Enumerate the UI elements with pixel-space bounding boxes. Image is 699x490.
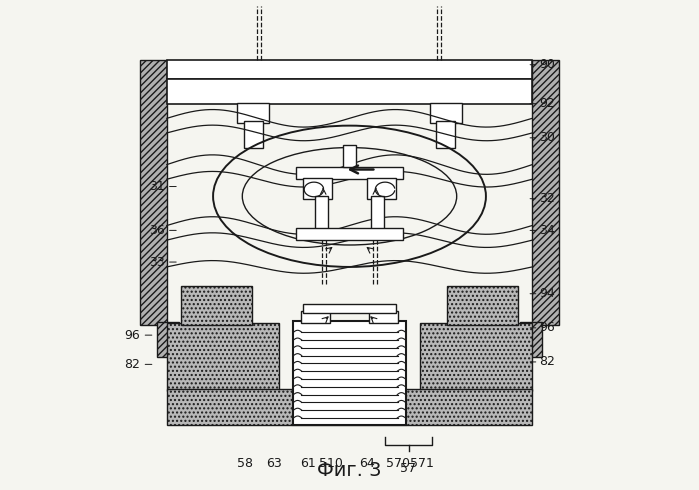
Text: 31: 31 bbox=[149, 180, 164, 193]
Bar bbox=[343, 145, 356, 167]
Bar bbox=[303, 304, 396, 313]
Bar bbox=[167, 79, 532, 104]
Text: 58: 58 bbox=[237, 457, 253, 470]
Bar bbox=[244, 121, 264, 147]
Bar bbox=[301, 311, 330, 323]
Text: 30: 30 bbox=[540, 131, 556, 145]
Bar bbox=[157, 322, 179, 357]
Bar bbox=[167, 389, 532, 425]
Text: 32: 32 bbox=[540, 192, 555, 205]
Bar bbox=[238, 103, 269, 123]
Bar bbox=[303, 178, 333, 199]
Text: Фиг. 3: Фиг. 3 bbox=[317, 461, 382, 480]
Text: 34: 34 bbox=[540, 224, 555, 237]
Text: 82: 82 bbox=[124, 358, 140, 371]
Bar bbox=[296, 167, 403, 179]
Bar bbox=[182, 287, 252, 325]
Bar bbox=[294, 320, 405, 425]
Bar bbox=[371, 196, 384, 230]
Bar bbox=[315, 196, 328, 230]
Bar bbox=[296, 228, 403, 240]
Bar bbox=[435, 121, 455, 147]
Text: 82: 82 bbox=[540, 355, 556, 368]
Text: 92: 92 bbox=[540, 97, 555, 110]
Text: 63: 63 bbox=[266, 457, 282, 470]
Text: 64: 64 bbox=[359, 457, 375, 470]
Bar bbox=[520, 322, 542, 357]
Text: 36: 36 bbox=[149, 224, 164, 237]
Text: 90: 90 bbox=[540, 58, 556, 71]
Bar bbox=[369, 311, 398, 323]
Bar bbox=[140, 60, 167, 325]
Bar bbox=[167, 60, 532, 79]
Text: 94: 94 bbox=[540, 287, 555, 300]
Text: 571: 571 bbox=[410, 457, 433, 470]
Bar bbox=[532, 60, 559, 325]
Text: 57: 57 bbox=[400, 462, 416, 475]
Text: 96: 96 bbox=[540, 321, 555, 334]
Bar bbox=[366, 178, 396, 199]
Text: 570: 570 bbox=[387, 457, 410, 470]
Text: 33: 33 bbox=[149, 256, 164, 269]
Bar bbox=[420, 323, 532, 391]
Bar bbox=[167, 323, 279, 391]
Bar bbox=[447, 287, 517, 325]
Bar bbox=[430, 103, 461, 123]
Text: 96: 96 bbox=[124, 329, 140, 342]
Text: 510: 510 bbox=[319, 457, 343, 470]
Text: 61: 61 bbox=[300, 457, 316, 470]
